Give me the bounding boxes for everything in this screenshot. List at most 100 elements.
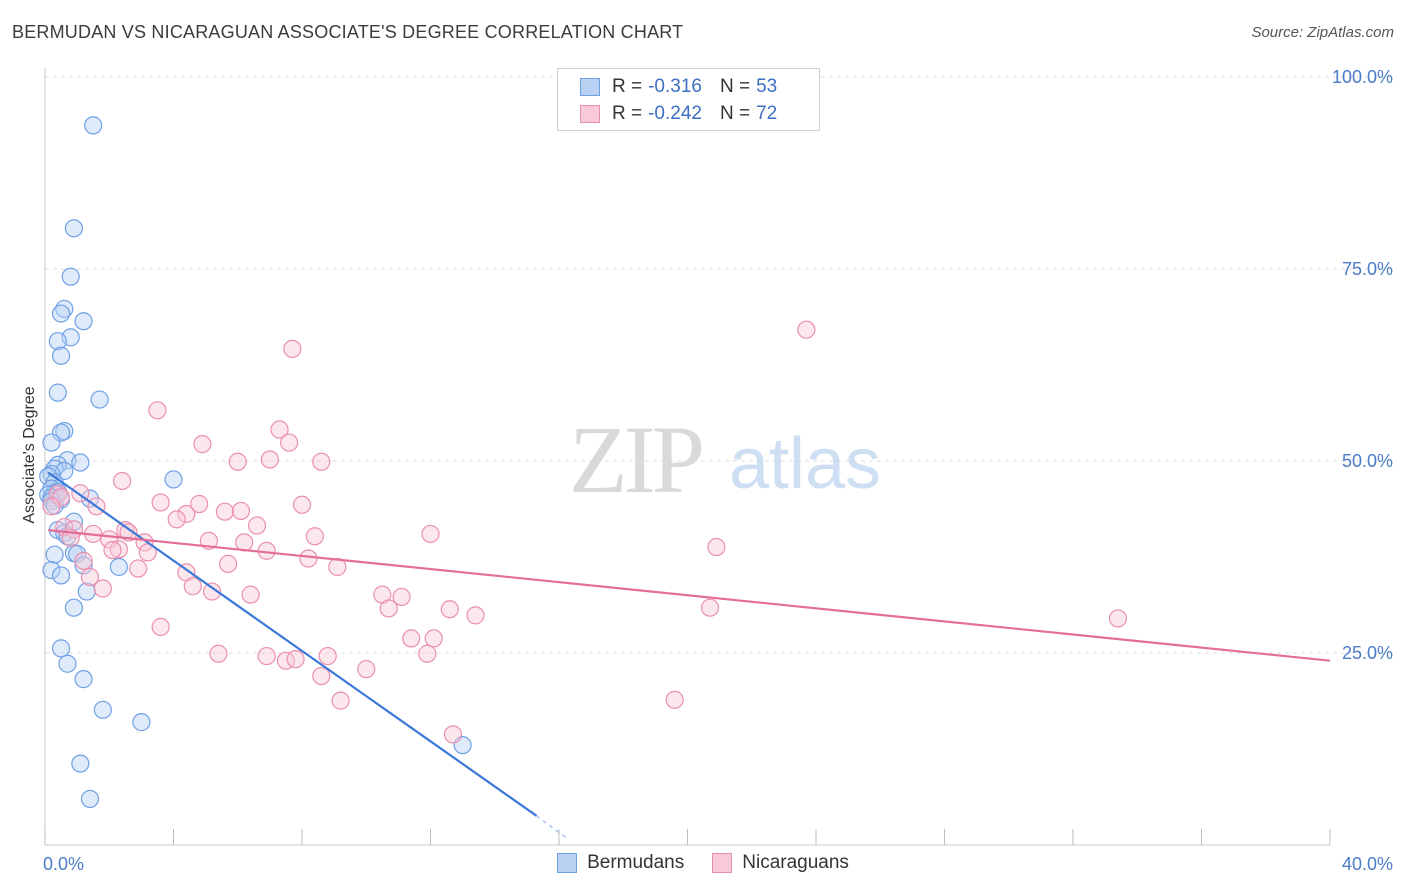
data-point-nicaraguans	[231, 501, 251, 521]
x-tick-label: 0.0%	[43, 854, 84, 874]
data-point-nicaraguans	[318, 646, 337, 666]
data-point-bermudans	[71, 754, 90, 773]
data-point-nicaraguans	[424, 629, 443, 648]
data-point-bermudans	[51, 423, 71, 442]
data-point-bermudans	[74, 670, 93, 689]
data-point-bermudans	[109, 557, 128, 577]
data-point-nicaraguans	[379, 599, 398, 618]
data-point-nicaraguans	[421, 524, 440, 544]
data-point-bermudans	[48, 383, 67, 402]
series-legend: Bermudans Nicaraguans	[0, 852, 1406, 874]
legend-r-value: -0.316	[648, 76, 702, 97]
data-point-bermudans	[93, 700, 112, 719]
y-tick-label: 50.0%	[1342, 451, 1393, 471]
data-point-nicaraguans	[466, 606, 485, 625]
series-legend-nicaraguans[interactable]: Nicaraguans	[712, 852, 849, 874]
stats-legend: R = -0.316 N = 53 R = -0.242 N = 72	[557, 68, 820, 131]
legend-swatch-nicaraguans	[712, 853, 733, 873]
trend-line-nicaraguans	[48, 529, 1331, 662]
data-point-nicaraguans	[299, 549, 318, 568]
data-point-nicaraguans	[312, 452, 331, 471]
data-point-bermudans	[84, 116, 103, 135]
data-point-nicaraguans	[665, 690, 684, 709]
series-legend-bermudans[interactable]: Bermudans	[557, 852, 684, 874]
data-point-nicaraguans	[235, 533, 254, 552]
legend-row-bermudans: R = -0.316 N = 53	[580, 74, 777, 100]
data-point-nicaraguans	[357, 660, 376, 679]
data-point-nicaraguans	[707, 537, 726, 557]
data-point-bermudans	[45, 545, 64, 564]
data-point-bermudans	[51, 639, 71, 658]
data-point-nicaraguans	[305, 527, 324, 546]
legend-row-nicaraguans: R = -0.242 N = 72	[580, 101, 777, 127]
data-point-nicaraguans	[312, 666, 331, 686]
data-point-nicaraguans	[109, 540, 128, 559]
series-legend-label: Bermudans	[587, 852, 685, 873]
data-point-bermudans	[90, 390, 109, 409]
data-point-bermudans	[51, 346, 71, 365]
data-point-nicaraguans	[215, 502, 234, 521]
data-point-bermudans	[64, 219, 84, 238]
y-tick-label: 75.0%	[1342, 259, 1393, 279]
data-point-nicaraguans	[177, 504, 196, 524]
data-point-nicaraguans	[202, 582, 222, 601]
data-point-nicaraguans	[443, 725, 463, 744]
data-point-nicaraguans	[270, 420, 289, 439]
data-point-bermudans	[80, 789, 100, 809]
data-point-nicaraguans	[1108, 609, 1128, 628]
data-point-nicaraguans	[797, 320, 816, 339]
data-point-nicaraguans	[280, 433, 299, 452]
legend-swatch-nicaraguans	[580, 105, 600, 123]
data-point-nicaraguans	[103, 540, 122, 560]
data-point-nicaraguans	[283, 339, 302, 358]
data-point-nicaraguans	[260, 450, 279, 469]
data-point-nicaraguans	[209, 644, 228, 663]
data-point-bermudans	[51, 304, 71, 323]
data-point-bermudans	[164, 470, 183, 489]
legend-swatch-bermudans	[557, 853, 578, 873]
data-point-nicaraguans	[418, 644, 437, 663]
trend-line-extension	[536, 815, 566, 838]
y-tick-label: 25.0%	[1342, 643, 1393, 663]
data-point-bermudans	[61, 267, 80, 286]
legend-r-value: -0.242	[648, 103, 702, 124]
legend-n-value: 53	[756, 76, 778, 97]
data-point-nicaraguans	[74, 551, 93, 570]
trend-layer	[47, 471, 1331, 838]
legend-swatch-bermudans	[580, 78, 600, 96]
data-point-bermudans	[132, 713, 151, 732]
trend-line-bermudans	[47, 471, 538, 817]
legend-n-label: N =	[719, 76, 751, 97]
data-point-bermudans	[74, 556, 93, 575]
data-point-nicaraguans	[392, 587, 411, 607]
watermark: ZIP atlas	[569, 406, 881, 513]
data-point-nicaraguans	[42, 497, 61, 516]
data-point-nicaraguans	[219, 554, 238, 574]
data-point-nicaraguans	[440, 600, 459, 619]
data-point-nicaraguans	[228, 452, 247, 471]
data-point-nicaraguans	[700, 598, 720, 617]
data-point-nicaraguans	[151, 617, 170, 636]
label-layer: 25.0% 50.0% 75.0% 100.0% 0.0% 40.0%	[43, 67, 1393, 874]
data-point-bermudans	[74, 312, 93, 331]
data-point-nicaraguans	[167, 510, 186, 529]
legend-r-label: R =	[612, 103, 643, 124]
data-point-bermudans	[71, 453, 90, 472]
data-point-nicaraguans	[241, 585, 260, 604]
data-point-nicaraguans	[286, 650, 305, 669]
data-point-nicaraguans	[247, 516, 267, 535]
y-tick-label: 100.0%	[1332, 67, 1393, 87]
data-point-nicaraguans	[148, 401, 167, 420]
data-point-bermudans	[42, 560, 61, 580]
data-point-nicaraguans	[151, 493, 170, 512]
data-point-nicaraguans	[193, 435, 212, 454]
data-point-nicaraguans	[331, 691, 350, 710]
data-point-nicaraguans	[51, 487, 71, 507]
x-tick-label: 40.0%	[1342, 854, 1393, 874]
watermark-zip: ZIP	[569, 406, 702, 513]
data-point-nicaraguans	[80, 567, 100, 587]
data-point-bermudans	[48, 332, 67, 351]
legend-r-label: R =	[612, 76, 643, 97]
data-point-bermudans	[64, 598, 84, 617]
